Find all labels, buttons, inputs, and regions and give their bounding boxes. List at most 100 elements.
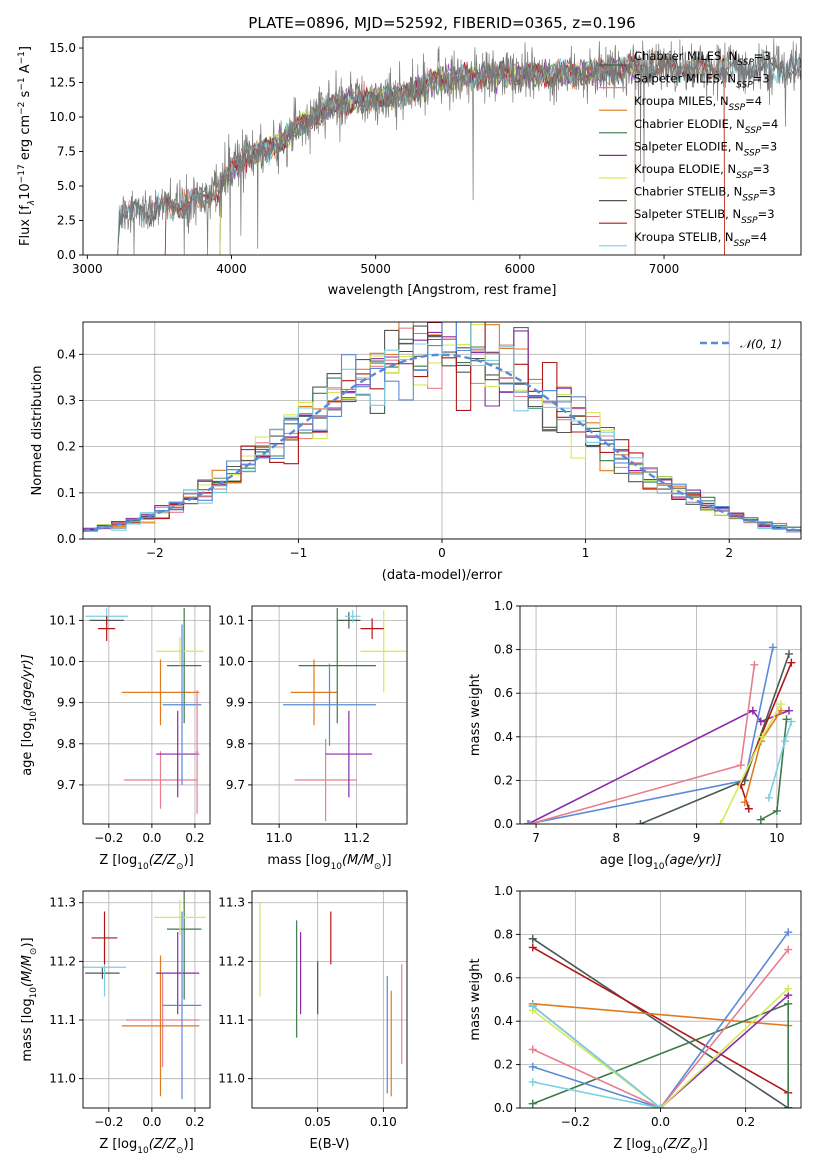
x-tick-label: 1 [582,546,590,560]
axes-frame [82,890,211,1109]
y-axis-label-group: age [log10(age/yr)] [20,654,39,776]
x-axis-label-part: Z [log [99,1137,137,1152]
x-axis-label-part: E(B-V) [309,1137,349,1152]
y-tick-label: 5.0 [57,179,76,193]
y-tick-label: 11.0 [49,1072,76,1086]
weight-marker [784,999,793,1008]
weight-series-line [532,1005,661,1108]
panel-ebv-mass: 0.05 0.10 11.0 11.1 11.2 11.3 E(B-V) [218,890,408,1152]
y-tick-label: 10.0 [49,110,76,124]
weight-series-line [532,1003,789,1027]
y-axis-label-part: 10 [29,987,39,999]
weight-lines [524,643,796,824]
x-axis-label-part: (age/yr)] [664,853,721,868]
y-axis-label-part: ] [18,46,33,51]
y-axis-label: mass weight [468,958,483,1040]
errorbars [283,608,407,822]
weight-marker [784,706,793,715]
weight-marker [784,1104,793,1108]
y-axis-label: age [log10(age/yr)] [20,654,39,776]
weight-series-line [532,988,789,1108]
y-axis-label-part: 10 [29,711,39,723]
weight-marker [748,706,757,715]
x-axis-label-part: ⊙ [374,862,382,872]
x-axis-label: Z [log10(Z/Z⊙)] [99,1137,193,1156]
y-tick-label: 0.2 [57,440,76,454]
legend-entry: Kroupa STELIB, NSSP=4 [634,230,767,249]
x-axis-label: Z [log10(Z/Z⊙)] [613,1137,707,1156]
x-tick-label: 4000 [216,262,247,276]
x-axis-label-part: )] [184,1137,194,1152]
weight-marker [784,649,793,658]
y-tick-label: 0.2 [494,773,513,787]
legend-entry: 𝒩(0, 1) [740,337,782,351]
y-tick-label: 0.6 [494,971,513,985]
x-axis-label: age [log10(age/yr)] [600,853,722,872]
y-tick-label: 11.2 [49,954,76,968]
weight-marker [787,717,796,726]
weight-marker [768,643,777,652]
x-tick-label: 10 [769,831,784,845]
legend-entry-part: =4 [750,230,767,244]
y-tick-label: 11.1 [218,1013,245,1027]
x-tick-label: 11.0 [266,831,293,845]
x-tick-label: 8 [613,831,621,845]
y-axis-label-part: (M/M [20,955,35,987]
y-axis-label-part: −1 [17,77,27,90]
y-tick-label: 0.8 [494,643,513,657]
legend-entry-part: =3 [753,162,770,176]
axes-frame [519,890,802,1109]
weight-marker [528,1077,537,1086]
x-axis-label-part: 10 [653,862,665,872]
axes-frame [82,321,802,540]
panel-mass-age: 11.0 11.2 9.7 9.8 9.9 10.0 10.1 mass [log10(M/M… [218,605,408,872]
x-axis-label-part: (Z/Z [149,1137,177,1152]
y-tick-label: 7.5 [57,145,76,159]
weight-series-line [532,949,789,1108]
legend-entry-part: =3 [758,207,775,221]
legend-entry: Salpeter ELODIE, NSSP=3 [634,139,777,158]
x-axis-label: E(B-V) [309,1137,349,1152]
weight-marker [782,715,791,724]
weight-marker [636,820,645,824]
x-axis-label-part: ⊙ [176,1146,184,1156]
y-axis-label-part: mass [log [20,998,35,1061]
y-tick-label: 2.5 [57,214,76,228]
x-tick-label: −2 [146,546,164,560]
x-axis-label-part: age [log [600,853,653,868]
x-tick-label: 0.0 [651,1115,670,1129]
spectrum-data-line [117,38,801,255]
weight-marker [780,737,789,746]
y-tick-label: 0.4 [494,1014,513,1028]
y-axis-label-part: λ [27,200,37,206]
y-axis-label-part: −2 [17,102,27,115]
panel-residuals: −2 −1 0 1 2 0.0 0.1 0.2 0.3 0.4 𝒩(0, 1) (data-model… [30,321,802,583]
weight-marker [758,732,767,741]
y-tick-label: 10.0 [49,655,76,669]
errorbars [83,891,206,1100]
legend-entry: Salpeter MILES, NSSP=3 [634,72,770,91]
spectrum-model-line [117,53,636,255]
y-tick-label: 1.0 [494,884,513,898]
weight-marker [784,928,793,937]
weight-marker [528,1062,537,1071]
weight-marker [656,1104,665,1108]
legend-entry: Chabrier ELODIE, NSSP=4 [634,117,778,136]
y-tick-label: 0.3 [57,393,76,407]
y-axis-label-part: 10 [18,183,33,200]
x-axis-label-part: (Z/Z [663,1137,691,1152]
x-axis-label: Z [log10(Z/Z⊙)] [99,853,193,872]
histograms [83,322,801,535]
legend-entry-part: SSP [734,239,751,249]
y-axis-label: Normed distribution [30,366,45,496]
y-tick-label: 9.7 [226,778,245,792]
weight-marker [736,761,745,770]
legend-entry-part: =4 [761,117,778,131]
legend-entry-part: SSP [744,148,761,158]
legend-entry-part: SSP [736,81,753,91]
legend-entry-part: =3 [754,49,771,63]
weight-marker [750,660,759,669]
y-axis-label-part: erg cm [18,115,33,164]
x-axis-label-part: 10 [651,1146,663,1156]
